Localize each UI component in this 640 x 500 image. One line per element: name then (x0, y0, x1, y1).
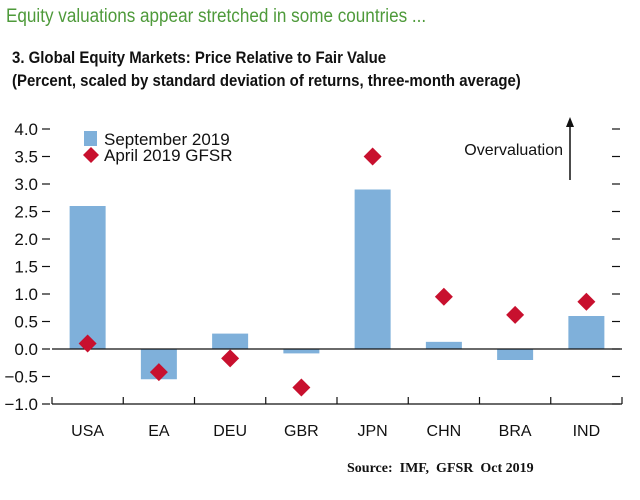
y-tick-label: 2.0 (14, 230, 38, 249)
bar-jpn (354, 189, 391, 349)
y-tick-label: 4.0 (14, 120, 38, 139)
y-tick-label: 3.0 (14, 175, 38, 194)
diamond-deu (221, 349, 240, 368)
x-tick-label: JPN (358, 423, 388, 440)
chart-subtitle: (Percent, scaled by standard deviation o… (12, 71, 521, 90)
source-note: Source: IMF, GFSR Oct 2019 (347, 461, 534, 476)
diamond-usa (78, 334, 97, 353)
diamond-jpn (363, 147, 382, 166)
x-tick-label: EA (148, 423, 170, 440)
y-tick-label: 3.5 (14, 148, 38, 167)
bar-ind (568, 316, 605, 349)
x-tick-label: IND (573, 423, 601, 440)
legend-label: September 2019 (104, 130, 230, 149)
supertitle: Equity valuations appear stretched in so… (6, 6, 427, 27)
legend-swatch-bar (84, 131, 97, 146)
diamond-bra (506, 305, 525, 324)
diamond-ind (577, 292, 596, 311)
bar-gbr (283, 349, 320, 354)
y-tick-label: 1.0 (14, 285, 38, 304)
bar-chn (425, 341, 462, 349)
diamond-chn (434, 287, 453, 306)
y-tick-label: 2.5 (14, 203, 38, 222)
chart-title: 3. Global Equity Markets: Price Relative… (12, 48, 387, 67)
x-tick-label: BRA (499, 423, 532, 440)
y-tick-label: 0.0 (14, 340, 38, 359)
x-tick-label: USA (71, 423, 104, 440)
diamond-ea (149, 363, 168, 382)
y-tick-label: −0.5 (4, 368, 38, 387)
legend-label: April 2019 GFSR (104, 146, 233, 165)
bar-bra (497, 349, 534, 360)
arrow-head-icon (566, 117, 574, 127)
annotation-text: Overvaluation (464, 142, 563, 159)
y-tick-label: 1.5 (14, 258, 38, 277)
diamond-gbr (292, 378, 311, 397)
bar-usa (69, 206, 106, 349)
y-tick-label: −1.0 (4, 395, 38, 414)
legend-swatch-diamond (83, 147, 99, 163)
y-tick-label: 0.5 (14, 313, 38, 332)
bar-deu (212, 333, 249, 349)
x-tick-label: DEU (213, 423, 247, 440)
x-tick-label: CHN (427, 423, 462, 440)
x-tick-label: GBR (284, 423, 319, 440)
